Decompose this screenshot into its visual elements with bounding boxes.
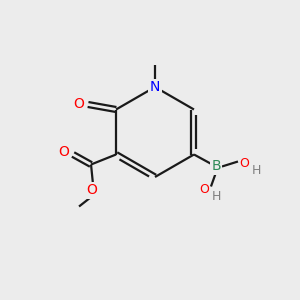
Text: O: O — [239, 157, 249, 170]
Text: N: N — [150, 80, 160, 94]
Text: O: O — [58, 146, 70, 160]
Text: O: O — [199, 183, 209, 196]
Text: H: H — [251, 164, 261, 177]
Text: O: O — [74, 98, 85, 112]
Text: B: B — [211, 160, 221, 173]
Text: H: H — [211, 190, 221, 203]
Text: O: O — [87, 184, 98, 197]
